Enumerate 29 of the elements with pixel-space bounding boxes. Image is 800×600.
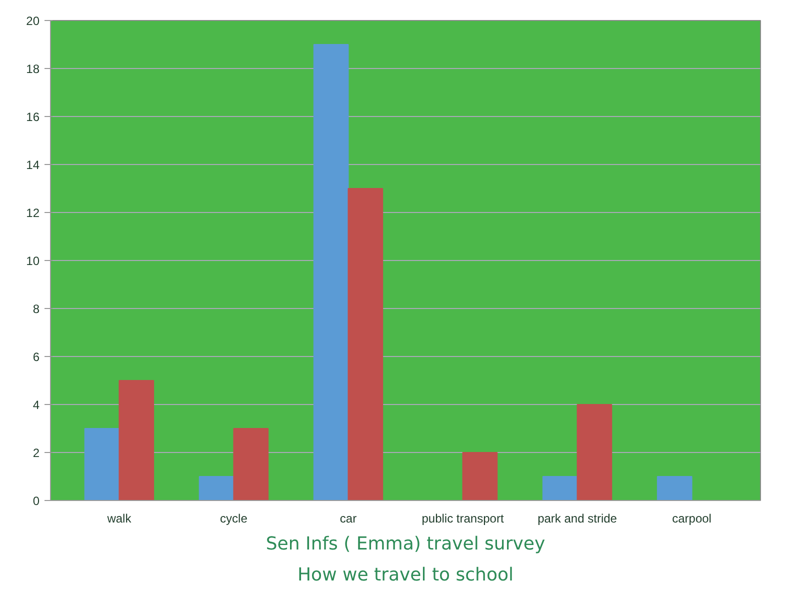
y-tick-label: 6: [32, 350, 40, 364]
text: How we travel to school: [298, 564, 514, 586]
text: Sen Infs ( Emma) travel survey: [266, 534, 546, 554]
bar: [198, 476, 234, 500]
bar: [233, 428, 269, 500]
y-tick-label: 2: [32, 446, 40, 460]
bar: [576, 404, 612, 500]
y-tick-label: 8: [32, 302, 40, 316]
bar: [313, 44, 349, 500]
bar: [348, 188, 384, 500]
x-tick-label: cycle: [220, 512, 248, 526]
x-tick-label: public transport: [422, 512, 504, 526]
y-tick-label: 10: [26, 254, 40, 268]
bar: [542, 476, 578, 500]
y-tick-label: 4: [32, 398, 40, 412]
x-tick-label: car: [340, 512, 357, 526]
bar: [118, 380, 154, 500]
y-tick-label: 12: [26, 206, 40, 220]
x-tick-label: park and stride: [538, 512, 618, 526]
y-tick-label: 18: [26, 62, 40, 76]
bar: [656, 476, 692, 500]
y-tick-label: 14: [26, 158, 40, 172]
y-tick-label: 16: [26, 110, 40, 124]
bar: [84, 428, 120, 500]
x-tick-label: carpool: [672, 512, 712, 526]
y-tick-label: 20: [26, 14, 40, 28]
x-tick-label: walk: [106, 512, 132, 526]
y-tick-label: 0: [32, 494, 40, 508]
bar: [462, 452, 498, 500]
